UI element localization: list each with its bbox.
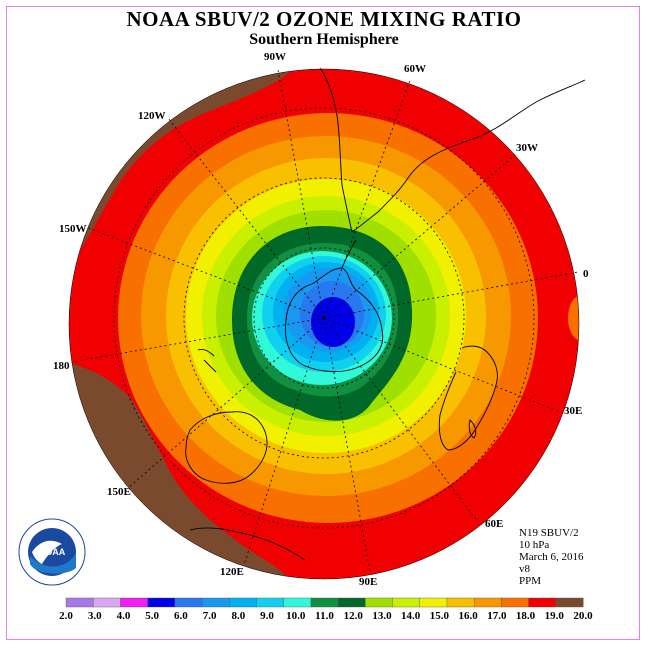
ozone-contours	[69, 69, 579, 579]
info-block: N19 SBUV/2 10 hPa March 6, 2016 v8 PPM	[519, 527, 583, 587]
lon-label-150e: 150E	[107, 486, 131, 498]
lon-label-30e: 30E	[564, 405, 583, 417]
africa-outline	[438, 345, 498, 451]
colorbar-swatch	[256, 597, 285, 608]
colorbar-tick-label: 2.0	[59, 610, 73, 622]
colorbar-swatch	[229, 597, 257, 608]
colorbar-tick-label: 19.0	[545, 610, 565, 622]
colorbar-tick-label: 10.0	[286, 610, 306, 622]
lon-label-150w: 150W	[59, 223, 87, 235]
colorbar-tick-label: 13.0	[372, 610, 392, 622]
colorbar-swatch	[528, 597, 557, 608]
madagascar-outline	[468, 419, 477, 439]
colorbar-swatch	[337, 597, 366, 608]
colorbar-tick-labels: 2.0 3.0 4.0 5.0 6.0 7.0 8.0 9.0 10.0 11.0 12.0 13.0…	[59, 610, 593, 622]
colorbar-swatch	[365, 597, 394, 608]
colorbar-tick-label: 8.0	[231, 610, 245, 622]
colorbar-tick-label: 17.0	[487, 610, 507, 622]
coastlines	[185, 67, 586, 561]
lon-label-90e: 90E	[359, 576, 378, 588]
colorbar-tick-label: 4.0	[117, 610, 131, 622]
colorbar-swatch	[392, 597, 421, 608]
colorbar-tick-label: 15.0	[430, 610, 450, 622]
graticule	[71, 69, 579, 573]
colorbar-tick-label: 7.0	[203, 610, 217, 622]
colorbar-swatches	[65, 597, 584, 608]
colorbar-swatch	[310, 597, 339, 608]
noaa-logo-text: NOAA	[39, 547, 66, 557]
colorbar-tick-label: 20.0	[573, 610, 593, 622]
colorbar-swatch	[419, 597, 448, 608]
lon-label-180: 180	[53, 360, 70, 372]
lon-label-30w: 30W	[516, 142, 538, 154]
colorbar-swatch	[201, 597, 230, 608]
colorbar-tick-label: 18.0	[516, 610, 536, 622]
colorbar-tick-label: 9.0	[260, 610, 274, 622]
lon-label-120w: 120W	[138, 110, 166, 122]
antarctica-outline	[284, 267, 384, 373]
south-america-outline	[319, 67, 586, 233]
info-date: March 6, 2016	[519, 551, 584, 563]
info-version: v8	[519, 563, 530, 575]
high-ozone-region-east	[568, 296, 579, 340]
map-title: NOAA SBUV/2 OZONE MIXING RATIO	[126, 7, 522, 31]
colorbar-swatch	[283, 597, 312, 608]
colorbar-tick-label: 12.0	[344, 610, 364, 622]
noaa-logo: NOAA	[18, 518, 86, 586]
colorbar-swatch	[446, 597, 475, 608]
map-boundary	[68, 68, 580, 580]
colorbar-swatch	[93, 597, 121, 608]
indonesia-outline	[189, 527, 306, 561]
colorbar-tick-label: 16.0	[458, 610, 478, 622]
map-subtitle: Southern Hemisphere	[249, 31, 399, 48]
colorbar-tick-label: 5.0	[145, 610, 159, 622]
colorbar-swatch	[174, 597, 203, 608]
colorbar-swatch	[555, 597, 584, 608]
info-instrument: N19 SBUV/2	[519, 527, 579, 539]
colorbar-swatch	[120, 597, 149, 608]
colorbar-swatch	[65, 597, 94, 608]
colorbar-tick-label: 14.0	[401, 610, 421, 622]
new-zealand-outline	[197, 349, 217, 373]
info-units: PPM	[519, 575, 542, 587]
lon-label-90w: 90W	[264, 51, 286, 63]
colorbar-tick-label: 6.0	[174, 610, 188, 622]
colorbar-swatch	[473, 597, 502, 608]
band-5	[311, 297, 355, 347]
figure-frame	[6, 6, 640, 640]
colorbar: 2.0 3.0 4.0 5.0 6.0 7.0 8.0 9.0 10.0 11.0 12.0 13.0…	[59, 597, 593, 622]
australia-outline	[185, 411, 268, 484]
colorbar-swatch	[501, 597, 530, 608]
lon-label-60e: 60E	[485, 518, 504, 530]
colorbar-swatch	[147, 597, 176, 608]
colorbar-tick-label: 11.0	[315, 610, 334, 622]
info-pressure: 10 hPa	[519, 539, 550, 551]
lon-label-120e: 120E	[220, 566, 244, 578]
lon-label-0: 0	[583, 268, 589, 280]
lon-label-60w: 60W	[404, 63, 426, 75]
colorbar-tick-label: 3.0	[88, 610, 102, 622]
